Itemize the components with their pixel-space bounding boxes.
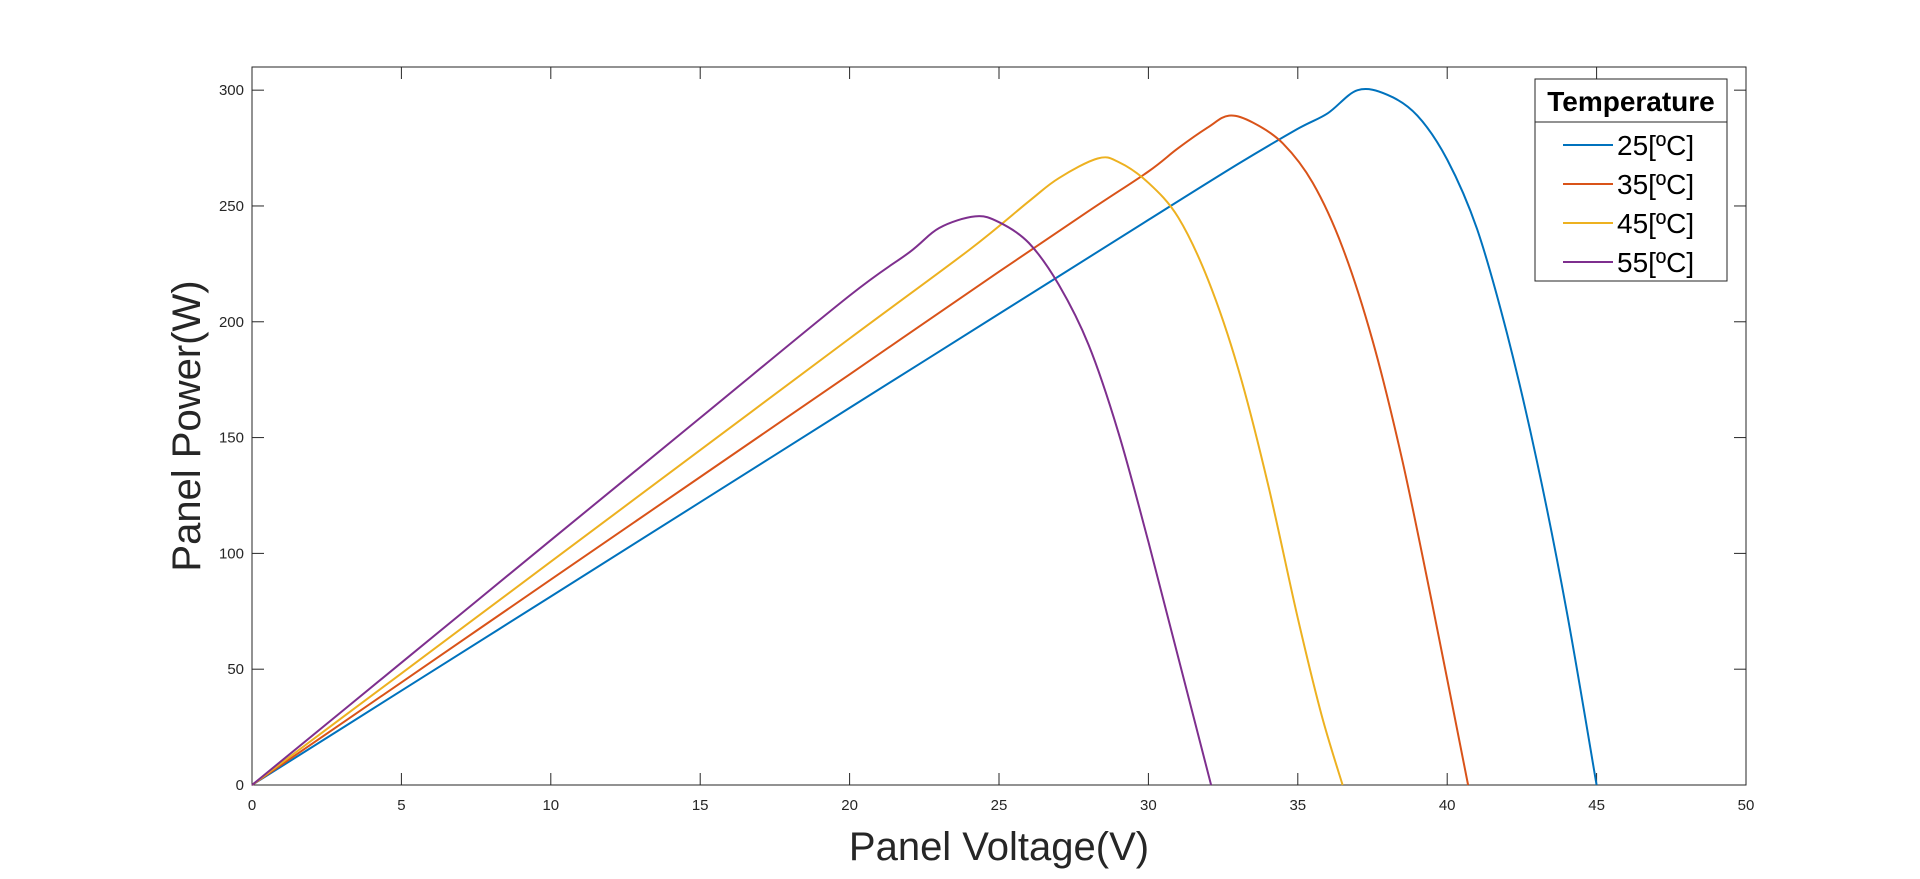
y-tick-label: 0 (236, 777, 244, 794)
x-axis-ticks: 0 5 10 15 20 25 30 35 40 45 50 (248, 67, 1755, 814)
x-tick-label: 20 (841, 797, 858, 814)
plot-area (251, 66, 1747, 786)
x-tick-label: 50 (1738, 797, 1755, 814)
x-tick-label: 15 (692, 797, 709, 814)
y-tick-label: 300 (219, 82, 244, 99)
x-tick-label: 30 (1140, 797, 1157, 814)
legend-label-0: 25[ºC] (1617, 130, 1694, 161)
x-tick-label: 45 (1588, 797, 1605, 814)
y-tick-label: 250 (219, 198, 244, 215)
x-tick-label: 5 (397, 797, 405, 814)
y-tick-label: 50 (227, 661, 244, 678)
x-tick-label: 25 (991, 797, 1008, 814)
x-axis-title: Panel Voltage(V) (849, 825, 1149, 869)
y-tick-label: 200 (219, 314, 244, 331)
series-line-2 (251, 156, 1344, 786)
series-line-3 (251, 215, 1213, 786)
legend-box (1534, 78, 1728, 282)
series-line-1 (251, 114, 1470, 786)
series-lines (251, 88, 1598, 786)
x-tick-label: 40 (1439, 797, 1456, 814)
y-tick-label: 100 (219, 545, 244, 562)
legend-items: 25[ºC] 35[ºC] 45[ºC] 55[ºC] (1563, 130, 1694, 278)
y-tick-label: 150 (219, 430, 244, 447)
legend-label-3: 55[ºC] (1617, 247, 1694, 278)
x-tick-label: 10 (542, 797, 559, 814)
legend-title: Temperature (1547, 86, 1715, 117)
legend-label-2: 45[ºC] (1617, 208, 1694, 239)
axes-box (251, 66, 1747, 786)
y-axis-ticks: 0 50 100 150 200 250 300 (219, 82, 1746, 794)
x-tick-label: 0 (248, 797, 256, 814)
legend-label-1: 35[ºC] (1617, 169, 1694, 200)
x-tick-label: 35 (1289, 797, 1306, 814)
y-axis-title: Panel Power(W) (165, 280, 209, 571)
legend: Temperature 25[ºC] 35[ºC] 45[ºC] 55[ºC] (1534, 78, 1728, 282)
series-line-0 (251, 88, 1598, 786)
